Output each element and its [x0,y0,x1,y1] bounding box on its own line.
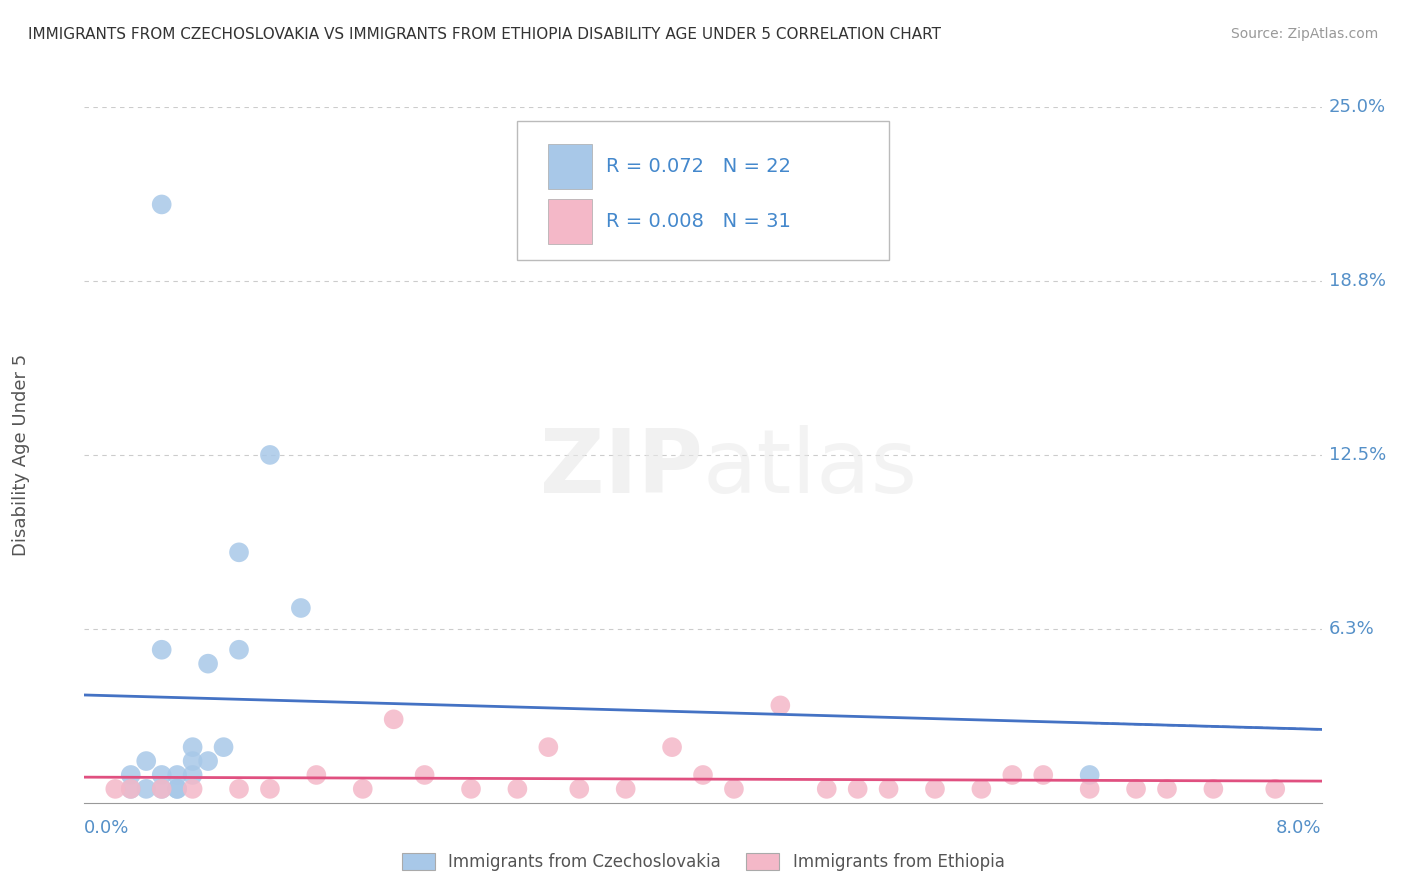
Point [506,781,529,796]
Point [1001,768,1024,782]
Point [460,781,482,796]
Point [181,740,204,755]
Point [1156,781,1178,796]
Text: Disability Age Under 5: Disability Age Under 5 [13,354,30,556]
Point [212,740,235,755]
Point [150,768,173,782]
FancyBboxPatch shape [517,121,889,260]
Point [815,781,838,796]
Point [228,642,250,657]
Text: 6.3%: 6.3% [1329,620,1375,638]
Point [104,781,127,796]
Point [723,781,745,796]
Point [537,740,560,755]
Point [228,545,250,559]
Text: IMMIGRANTS FROM CZECHOSLOVAKIA VS IMMIGRANTS FROM ETHIOPIA DISABILITY AGE UNDER : IMMIGRANTS FROM CZECHOSLOVAKIA VS IMMIGR… [28,27,941,42]
Point [150,197,173,211]
Point [1032,768,1054,782]
Point [181,754,204,768]
Point [135,781,157,796]
Point [1078,781,1101,796]
Point [135,754,157,768]
Point [228,781,250,796]
Text: 12.5%: 12.5% [1329,446,1386,464]
Point [150,781,173,796]
Point [166,781,188,796]
Point [692,768,714,782]
Text: 0.0%: 0.0% [84,819,129,837]
FancyBboxPatch shape [548,144,592,189]
Point [259,781,281,796]
Point [150,642,173,657]
Point [661,740,683,755]
Point [120,781,142,796]
Point [181,768,204,782]
Text: ZIP: ZIP [540,425,703,512]
Text: Source: ZipAtlas.com: Source: ZipAtlas.com [1230,27,1378,41]
Legend: Immigrants from Czechoslovakia, Immigrants from Ethiopia: Immigrants from Czechoslovakia, Immigran… [395,847,1011,878]
Text: 8.0%: 8.0% [1277,819,1322,837]
Point [970,781,993,796]
Point [259,448,281,462]
Text: 18.8%: 18.8% [1329,272,1386,290]
Text: 25.0%: 25.0% [1329,98,1386,116]
Point [1264,781,1286,796]
Point [846,781,869,796]
Point [197,754,219,768]
Point [197,657,219,671]
Point [614,781,637,796]
Point [181,781,204,796]
Point [382,712,405,726]
Point [120,781,142,796]
Point [413,768,436,782]
Point [120,768,142,782]
Point [568,781,591,796]
Point [166,768,188,782]
Point [166,781,188,796]
Point [924,781,946,796]
Point [769,698,792,713]
Text: R = 0.072   N = 22: R = 0.072 N = 22 [606,157,792,176]
Point [1125,781,1147,796]
Point [1078,768,1101,782]
Point [150,781,173,796]
Text: R = 0.008   N = 31: R = 0.008 N = 31 [606,212,792,231]
Point [1202,781,1225,796]
Text: atlas: atlas [703,425,918,512]
FancyBboxPatch shape [548,199,592,244]
Point [877,781,900,796]
Point [352,781,374,796]
Point [290,601,312,615]
Point [305,768,328,782]
